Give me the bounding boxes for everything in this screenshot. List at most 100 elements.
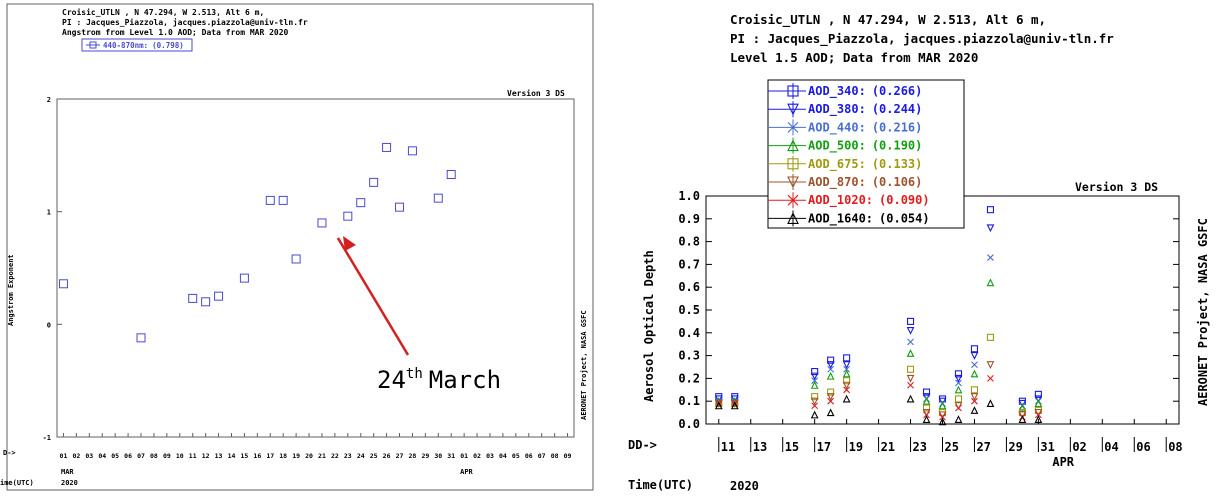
right-x-tick-label: 08 <box>1168 440 1182 454</box>
left-x-tick-label: 12 <box>202 452 210 460</box>
left-data-point <box>356 198 366 208</box>
left-dd-label: D-> <box>3 449 16 457</box>
left-data-point <box>317 218 327 228</box>
left-data-point <box>291 254 301 264</box>
right-data-point <box>1034 411 1042 419</box>
right-data-point <box>1034 390 1042 398</box>
right-data-point <box>843 354 851 362</box>
right-data-point <box>1018 403 1027 412</box>
march-24-annotation: 24th March <box>336 236 501 394</box>
right-year-label: 2020 <box>730 479 759 493</box>
right-legend-marker <box>787 103 799 116</box>
left-chart-header: Croisic_UTLN , N 47.294, W 2.513, Alt 6 … <box>62 7 308 37</box>
left-x-tick-label: 16 <box>253 452 261 460</box>
right-data-point <box>810 381 819 389</box>
right-legend-series-name: AOD_440 <box>808 120 859 135</box>
right-dd-label: DD-> <box>628 438 657 452</box>
right-legend-colon: : <box>866 193 873 207</box>
right-x-tick-label: 29 <box>1008 440 1022 454</box>
right-legend-marker <box>787 212 799 224</box>
right-data-point <box>1018 415 1027 423</box>
right-data-point <box>954 415 963 423</box>
right-legend-series-name: AOD_870 <box>808 175 859 190</box>
right-legend-label: AOD_380: (0.244) <box>808 102 922 117</box>
left-y-tick-label: 1 <box>47 209 51 217</box>
right-legend-label: AOD_675: (0.133) <box>808 157 922 172</box>
right-legend-colon: : <box>859 102 866 116</box>
left-header-line-1: Croisic_UTLN , N 47.294, W 2.513, Alt 6 … <box>62 7 264 17</box>
right-data-point <box>906 317 915 325</box>
left-x-tick-label: 27 <box>396 452 404 460</box>
right-legend-value: (0.244) <box>872 102 923 116</box>
right-legend-label: AOD_340: (0.266) <box>808 84 922 99</box>
right-plot-frame <box>705 195 1180 425</box>
right-legend-series-name: AOD_340 <box>808 84 859 99</box>
right-data-point <box>730 395 739 404</box>
left-x-tick-label: 09 <box>564 452 572 460</box>
right-data-point <box>730 401 739 410</box>
left-x-tick-label: 10 <box>176 452 184 460</box>
right-y-tick-label: 0.1 <box>678 394 700 408</box>
left-legend-label: 440-870nm: (0.798) <box>103 41 184 50</box>
series-aod-1640 <box>714 394 1043 426</box>
right-header-line-1: Croisic_UTLN , N 47.294, W 2.513, Alt 6 … <box>730 12 1046 28</box>
right-data-point <box>954 395 963 403</box>
left-x-ticks: 01 02 03 04 05 06 07 08 09 10 11 12 13 14 15 16 17 18 19 20… <box>60 433 572 460</box>
right-data-point <box>827 388 835 396</box>
right-data-point <box>826 408 835 417</box>
right-y-ticks: 1.0 0.9 0.8 0.7 0.6 0.5 0.4 0.3 0.2 0.1 0.0 <box>678 189 1179 431</box>
left-x-tick-label: 14 <box>228 452 236 460</box>
right-legend-series-name: AOD_1640 <box>808 211 866 226</box>
left-frame <box>6 3 594 491</box>
right-data-point <box>714 395 723 404</box>
left-x-tick-label: 01 <box>460 452 468 460</box>
left-data-point <box>433 193 443 203</box>
angstrom-exponent-chart: Croisic_UTLN , N 47.294, W 2.513, Alt 6 … <box>0 3 594 491</box>
right-data-points <box>714 206 1043 426</box>
left-data-point <box>239 273 249 283</box>
left-data-point <box>278 195 288 205</box>
right-data-point <box>730 399 739 408</box>
right-data-point <box>843 365 851 373</box>
right-y-tick-label: 0.5 <box>678 303 700 317</box>
left-data-point <box>188 293 198 303</box>
right-data-point <box>986 399 995 408</box>
left-data-point <box>136 333 146 343</box>
left-x-tick-label: 05 <box>111 452 119 460</box>
right-data-point <box>986 224 995 233</box>
right-data-point <box>939 413 946 421</box>
right-data-point <box>986 361 995 369</box>
right-month-apr: APR <box>1052 455 1074 469</box>
left-x-tick-label: 20 <box>305 452 313 460</box>
left-y-tick-label: -1 <box>43 434 51 442</box>
left-x-tick-label: 24 <box>357 452 365 460</box>
right-data-point <box>811 377 819 385</box>
left-y-tick-label: 0 <box>47 321 51 329</box>
right-legend-series-name: AOD_675 <box>808 157 859 172</box>
left-x-tick-label: 08 <box>150 452 158 460</box>
right-legend-marker <box>787 122 799 133</box>
left-x-tick-label: 06 <box>124 452 132 460</box>
left-x-tick-label: 06 <box>525 452 533 460</box>
right-data-point <box>938 397 947 406</box>
right-data-point <box>923 411 930 419</box>
right-header-line-2: PI : Jacques_Piazzola, jacques.piazzola@… <box>730 31 1114 47</box>
annotation-arrow-head <box>343 236 356 251</box>
right-y-tick-label: 0.2 <box>678 371 700 385</box>
right-x-tick-label: 02 <box>1072 440 1086 454</box>
left-x-tick-label: 23 <box>344 452 352 460</box>
left-y-tick-label: 2 <box>47 96 51 104</box>
right-data-point <box>906 394 915 403</box>
right-legend-value: (0.133) <box>872 157 923 171</box>
right-legend-marker <box>787 139 799 152</box>
right-data-point <box>810 372 819 381</box>
aerosol-optical-depth-chart: Croisic_UTLN , N 47.294, W 2.513, Alt 6 … <box>628 12 1210 493</box>
right-data-point <box>938 401 947 410</box>
right-legend-value: (0.190) <box>872 139 923 153</box>
right-data-point <box>826 393 835 401</box>
right-x-tick-label: 13 <box>753 440 767 454</box>
right-data-point <box>842 381 851 390</box>
left-x-tick-label: 17 <box>266 452 274 460</box>
right-data-point <box>922 404 931 412</box>
right-data-point <box>827 397 835 405</box>
